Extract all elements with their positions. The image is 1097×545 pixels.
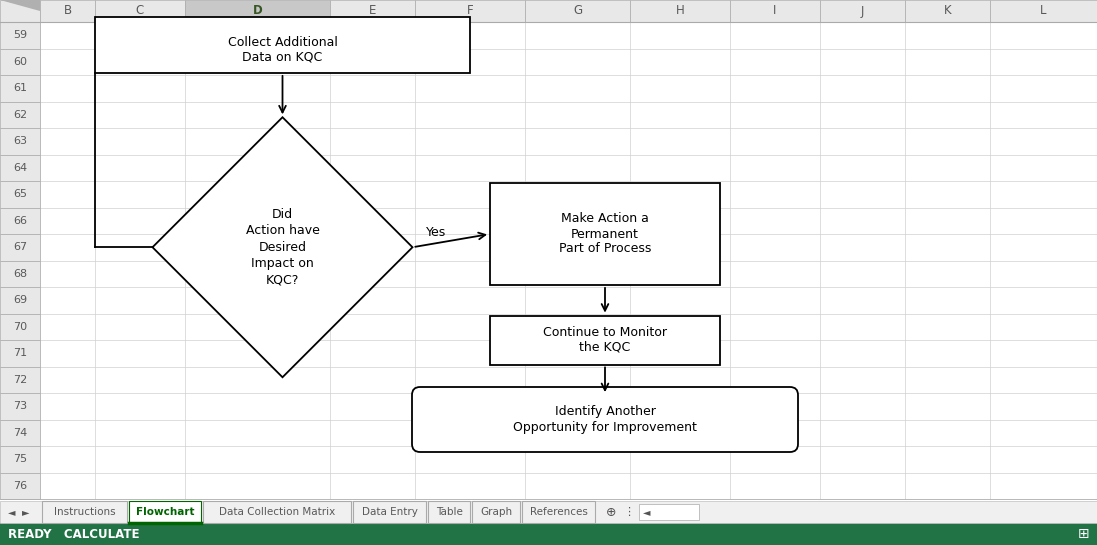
Text: 73: 73 [13, 401, 27, 411]
Bar [0, 366, 39, 393]
Bar [819, 0, 905, 22]
Bar [203, 501, 351, 523]
Text: 66: 66 [13, 216, 27, 226]
Bar [185, 0, 330, 22]
Bar [0, 208, 39, 234]
Bar [0, 261, 39, 287]
Text: 64: 64 [13, 163, 27, 173]
Bar [0, 446, 39, 473]
Text: Table: Table [436, 507, 463, 517]
Text: G: G [573, 4, 583, 17]
Bar [0, 523, 1097, 545]
Text: Make Action a
Permanent
Part of Process: Make Action a Permanent Part of Process [558, 213, 652, 256]
Bar [415, 0, 525, 22]
Bar [522, 501, 595, 523]
Text: ◄: ◄ [9, 507, 15, 517]
FancyBboxPatch shape [412, 387, 798, 452]
Text: F: F [466, 4, 473, 17]
Text: ⊞: ⊞ [1077, 527, 1089, 541]
Text: ⋮: ⋮ [623, 507, 634, 517]
Bar [95, 17, 470, 73]
Text: 59: 59 [13, 31, 27, 40]
Text: 68: 68 [13, 269, 27, 278]
Text: K: K [943, 4, 951, 17]
Text: C: C [136, 4, 144, 17]
Text: 61: 61 [13, 83, 27, 93]
Bar [0, 75, 39, 101]
Bar [0, 181, 39, 208]
Bar [428, 501, 470, 523]
Bar [525, 0, 630, 22]
Bar [730, 0, 819, 22]
Text: ◄: ◄ [643, 507, 651, 517]
Polygon shape [152, 117, 412, 377]
Bar [39, 0, 95, 22]
Text: 70: 70 [13, 322, 27, 332]
Text: L: L [1040, 4, 1047, 17]
Text: Identify Another
Opportunity for Improvement: Identify Another Opportunity for Improve… [513, 405, 697, 433]
Bar [95, 0, 185, 22]
Bar [0, 22, 39, 49]
Bar [0, 287, 39, 313]
Text: D: D [252, 4, 262, 17]
Text: 75: 75 [13, 454, 27, 464]
Text: Instructions: Instructions [54, 507, 115, 517]
Text: 65: 65 [13, 189, 27, 199]
Bar [0, 0, 39, 22]
Text: 62: 62 [13, 110, 27, 120]
Text: Flowchart: Flowchart [136, 507, 194, 517]
Text: Data Entry: Data Entry [362, 507, 418, 517]
Bar [0, 49, 39, 75]
Bar [0, 234, 39, 261]
Text: 71: 71 [13, 348, 27, 358]
Bar [330, 0, 415, 22]
Text: Continue to Monitor
the KQC: Continue to Monitor the KQC [543, 326, 667, 354]
Polygon shape [0, 0, 39, 11]
Bar [129, 501, 201, 523]
Bar [638, 504, 699, 520]
Bar [490, 316, 720, 365]
Text: 60: 60 [13, 57, 27, 66]
Text: 63: 63 [13, 136, 27, 146]
Bar [989, 0, 1097, 22]
Text: J: J [861, 4, 864, 17]
Text: E: E [369, 4, 376, 17]
Text: Yes: Yes [426, 226, 445, 239]
Text: References: References [530, 507, 587, 517]
Text: 69: 69 [13, 295, 27, 305]
Bar [0, 154, 39, 181]
Text: H: H [676, 4, 685, 17]
Text: ⊕: ⊕ [606, 506, 617, 518]
Text: 67: 67 [13, 242, 27, 252]
Text: READY   CALCULATE: READY CALCULATE [8, 528, 139, 541]
Text: 72: 72 [13, 375, 27, 385]
Text: ►: ► [22, 507, 30, 517]
Bar [0, 313, 39, 340]
Bar [472, 501, 520, 523]
Bar [490, 183, 720, 285]
Bar [0, 393, 39, 420]
Bar [0, 128, 39, 154]
Text: Collect Additional
Data on KQC: Collect Additional Data on KQC [227, 36, 338, 64]
Bar [0, 473, 39, 499]
Bar [353, 501, 426, 523]
Bar [0, 340, 39, 366]
Text: Data Collection Matrix: Data Collection Matrix [219, 507, 335, 517]
Bar [905, 0, 989, 22]
Text: 76: 76 [13, 481, 27, 490]
Bar [630, 0, 730, 22]
Text: Graph: Graph [480, 507, 512, 517]
Bar [0, 501, 1097, 523]
Text: I: I [773, 4, 777, 17]
Bar [39, 22, 1097, 499]
Bar [0, 101, 39, 128]
Text: 74: 74 [13, 428, 27, 438]
Bar [42, 501, 127, 523]
Text: B: B [64, 4, 71, 17]
Text: Did
Action have
Desired
Impact on
KQC?: Did Action have Desired Impact on KQC? [246, 208, 319, 287]
Bar [0, 420, 39, 446]
